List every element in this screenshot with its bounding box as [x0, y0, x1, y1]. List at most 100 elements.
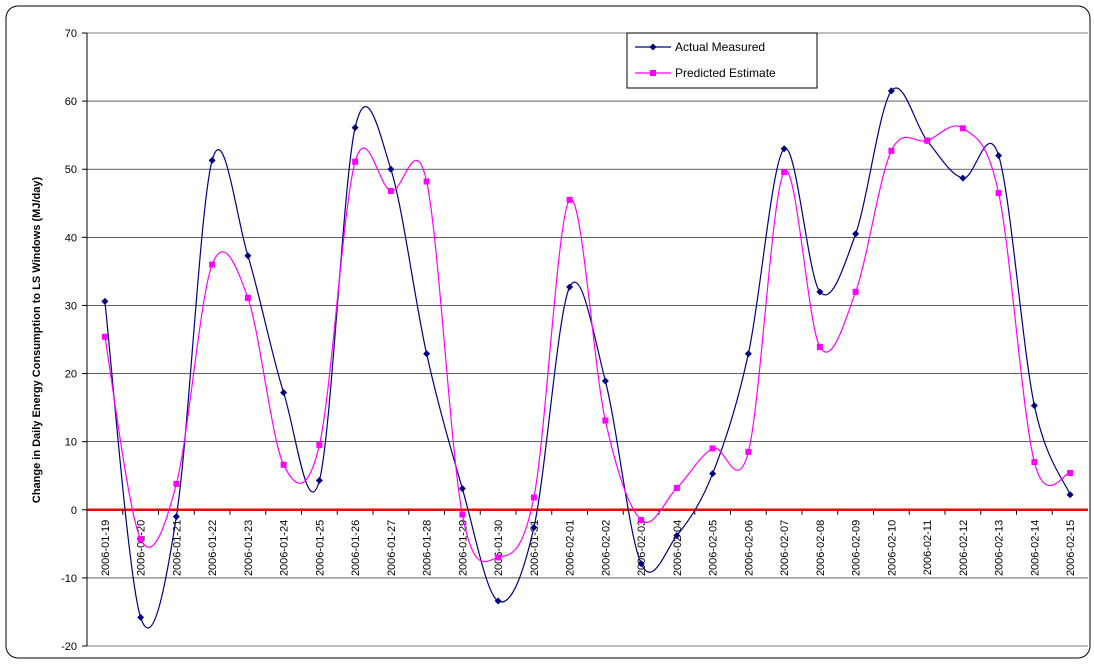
y-tick-label: 30 [65, 300, 77, 312]
x-tick-label: 2006-01-19 [100, 520, 112, 576]
data-point [781, 168, 788, 175]
data-point [423, 178, 430, 185]
data-point [387, 165, 395, 173]
data-point [101, 297, 109, 305]
legend-label: Actual Measured [675, 40, 765, 54]
data-point [566, 196, 573, 203]
data-point [530, 494, 537, 501]
y-tick-label: 0 [71, 505, 77, 517]
data-point [173, 480, 180, 487]
data-point [888, 147, 895, 154]
x-tick-label: 2006-01-23 [243, 520, 255, 576]
series-line [104, 87, 1071, 629]
data-point [315, 476, 323, 484]
x-tick-label: 2006-01-21 [171, 520, 183, 576]
data-point [709, 445, 716, 452]
x-tick-label: 2006-02-02 [600, 520, 612, 576]
data-point [745, 448, 752, 455]
data-point [458, 485, 466, 493]
y-tick-label: 10 [65, 437, 77, 449]
data-point [673, 484, 680, 491]
x-tick-label: 2006-02-10 [886, 520, 898, 576]
data-point [995, 152, 1003, 160]
legend-box [626, 32, 818, 89]
data-point [638, 516, 645, 523]
x-tick-label: 2006-01-28 [422, 520, 434, 576]
x-tick-label: 2006-01-27 [386, 520, 398, 576]
data-point [280, 389, 288, 397]
data-point [280, 461, 287, 468]
x-tick-label: 2006-02-01 [565, 520, 577, 576]
data-point [101, 333, 108, 340]
data-point [852, 288, 859, 295]
data-point [494, 597, 502, 605]
x-tick-label: 2006-02-11 [922, 520, 934, 575]
x-tick-label: 2006-02-14 [1029, 520, 1041, 576]
x-tick-label: 2006-02-15 [1065, 520, 1077, 576]
data-point [601, 377, 609, 385]
x-tick-label: 2006-01-29 [457, 520, 469, 576]
data-point [1066, 491, 1074, 499]
data-point [137, 613, 145, 621]
y-tick-label: 50 [65, 164, 77, 176]
data-point [1030, 402, 1038, 410]
x-tick-label: 2006-02-03 [636, 520, 648, 576]
data-point [316, 442, 323, 449]
data-point [995, 190, 1002, 197]
x-tick-label: 2006-01-24 [279, 520, 291, 576]
x-tick-label: 2006-02-12 [958, 520, 970, 576]
x-tick-label: 2006-02-04 [672, 520, 684, 576]
x-tick-label: 2006-02-13 [994, 520, 1006, 576]
data-point [673, 532, 681, 540]
data-point [744, 350, 752, 358]
data-point [780, 145, 788, 153]
data-point [887, 87, 895, 95]
data-point [566, 283, 574, 291]
legend-label: Predicted Estimate [675, 66, 776, 80]
y-tick-label: 40 [65, 232, 77, 244]
x-tick-label: 2006-02-09 [851, 520, 863, 576]
x-tick-label: 2006-02-05 [708, 520, 720, 576]
data-point [244, 252, 252, 260]
series-line [104, 125, 1071, 563]
y-tick-label: 70 [65, 28, 77, 40]
legend-marker [649, 43, 657, 51]
data-point [387, 188, 394, 195]
x-tick-label: 2006-02-07 [779, 520, 791, 576]
x-tick-label: 2006-01-26 [350, 520, 362, 576]
data-point [172, 513, 180, 521]
data-point [602, 417, 609, 424]
data-point [709, 470, 717, 478]
data-point [1067, 469, 1074, 476]
data-point [1031, 459, 1038, 466]
data-point [924, 137, 931, 144]
data-point [459, 511, 466, 518]
data-point [530, 523, 538, 531]
data-point [816, 288, 824, 296]
data-point [208, 156, 216, 164]
y-tick-label: 60 [65, 96, 77, 108]
x-tick-label: 2006-01-30 [493, 520, 505, 576]
x-tick-label: 2006-02-08 [815, 520, 827, 576]
data-point [209, 261, 216, 268]
y-tick-label: -20 [61, 641, 77, 653]
y-tick-label: -10 [61, 573, 77, 585]
x-tick-label: 2006-02-06 [743, 520, 755, 576]
data-point [351, 124, 359, 132]
data-point [495, 554, 502, 561]
data-point [959, 174, 967, 182]
data-point [637, 560, 645, 568]
data-point [816, 343, 823, 350]
x-tick-label: 2006-01-25 [314, 520, 326, 576]
data-point [959, 125, 966, 132]
y-axis-label: Change in Daily Energy Consumption to LS… [31, 177, 43, 504]
data-point [352, 158, 359, 165]
data-point [852, 230, 860, 238]
y-tick-label: 20 [65, 369, 77, 381]
data-point [137, 536, 144, 543]
x-tick-label: 2006-01-22 [207, 520, 219, 576]
data-point [423, 350, 431, 358]
legend-marker [650, 70, 656, 76]
data-point [244, 294, 251, 301]
